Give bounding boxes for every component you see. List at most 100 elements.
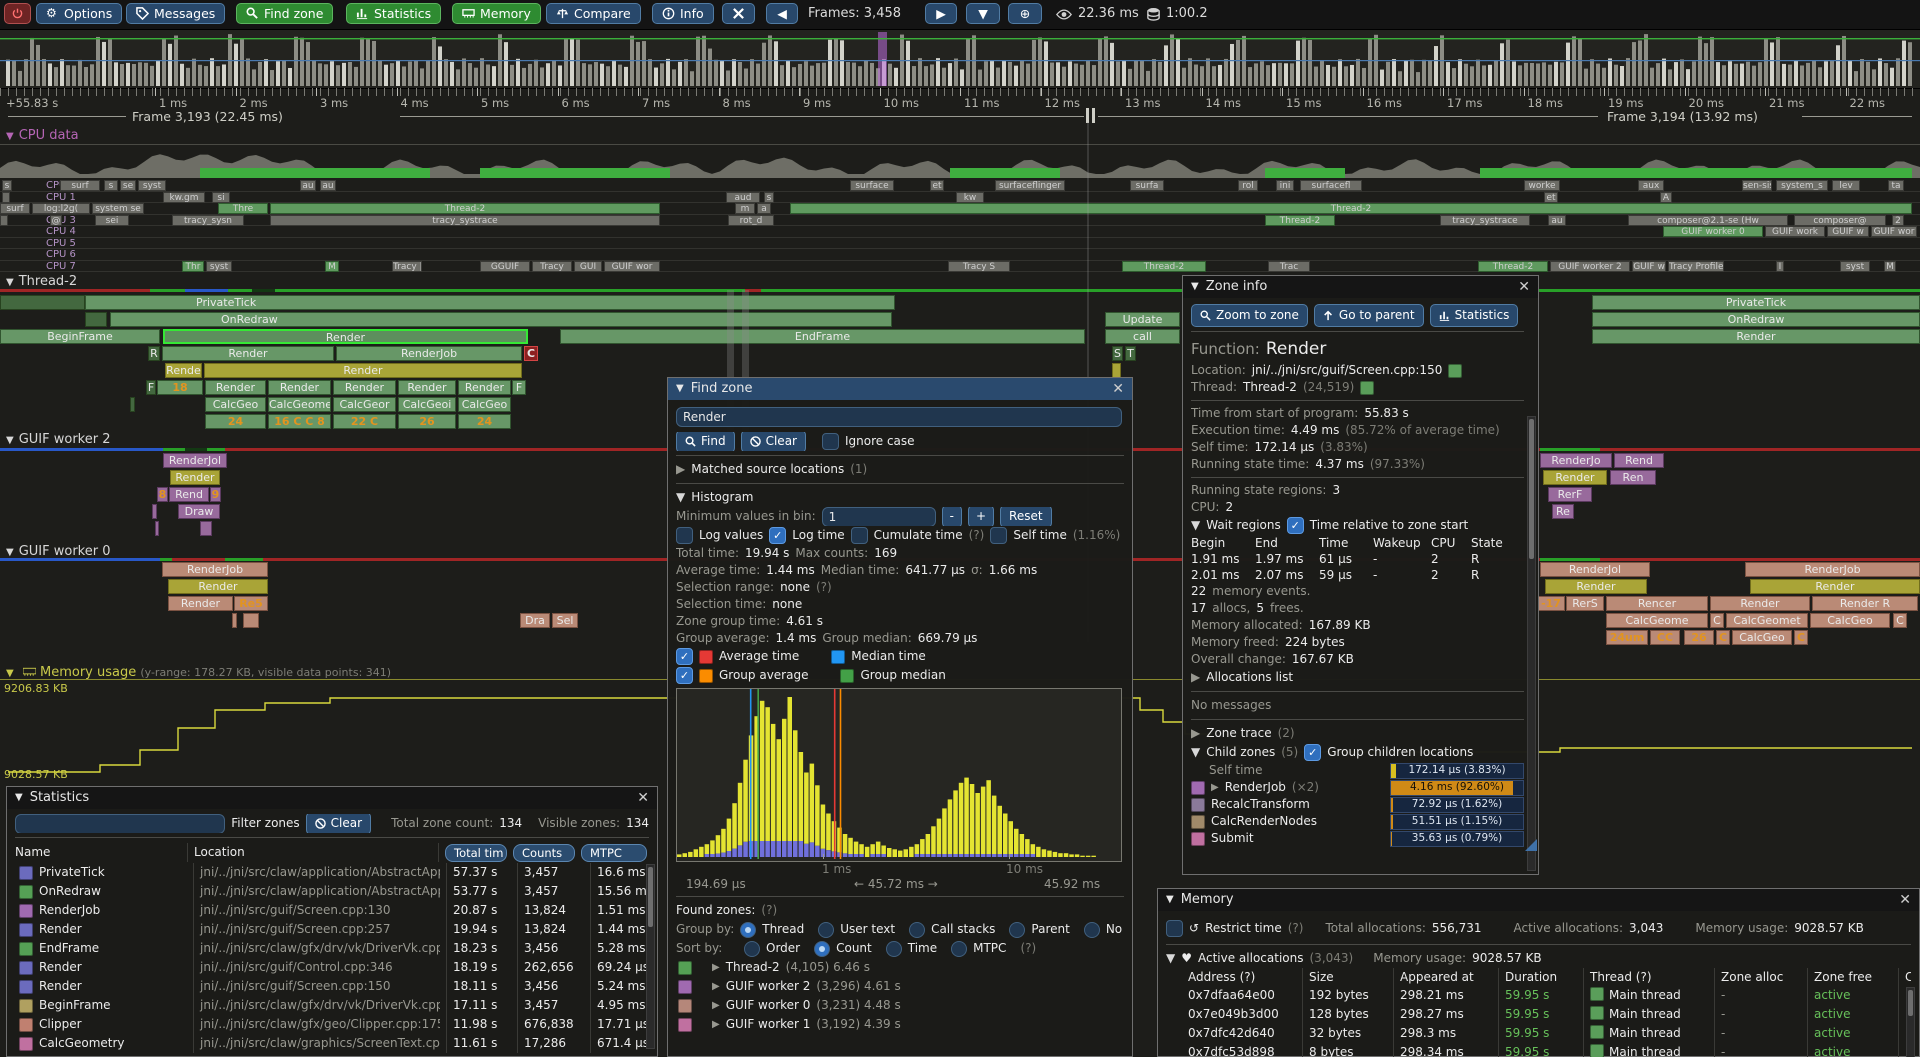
timeline-zone[interactable]: Sel: [552, 613, 578, 628]
wait-region-row[interactable]: 1.91 ms 1.97 ms 61 µs - 2 R: [1191, 551, 1524, 567]
timeline-zone[interactable]: RenderJob: [1745, 562, 1920, 577]
cpu-segment[interactable]: worke: [1524, 180, 1560, 191]
timeline-zone[interactable]: [200, 521, 212, 536]
statistics-panel-titlebar[interactable]: ▼ Statistics ✕: [7, 787, 657, 809]
timeline-zone[interactable]: CalcGeor: [333, 397, 396, 412]
timeline-zone[interactable]: Render: [333, 380, 396, 395]
cpu-segment[interactable]: Tracy S: [948, 260, 1010, 272]
found-group-row[interactable]: ▶ GUIF worker 0 (3,231) 4.48 s: [676, 996, 1124, 1015]
cpu-segment[interactable]: kw.gm: [163, 191, 205, 203]
cpu-segment[interactable]: surfacefl: [1300, 180, 1362, 191]
histogram-section-row[interactable]: ▼ Histogram: [676, 488, 1124, 507]
wait-regions-label[interactable]: Wait regions: [1206, 518, 1281, 532]
zone-info-scrollbar[interactable]: [1527, 416, 1536, 871]
cpu-segment[interactable]: si: [212, 191, 230, 203]
timeline-zone[interactable]: C: [524, 346, 538, 361]
statistics-button[interactable]: Statistics: [346, 3, 442, 24]
alloc-row[interactable]: 0x7dfc42d640 32 bytes 298.3 ms 59.95 s Main …: [1188, 1024, 1911, 1043]
cpu-segment[interactable]: rot_d: [728, 214, 774, 226]
timeline-zone[interactable]: C: [1893, 613, 1907, 628]
timeline-zone[interactable]: S: [1112, 346, 1123, 361]
timeline-zone[interactable]: 18: [157, 380, 203, 395]
timeline-zone[interactable]: Dra: [520, 613, 550, 628]
cpu-segment[interactable]: Trac: [1268, 260, 1310, 272]
cpu-segment[interactable]: sei: [95, 214, 129, 226]
stats-row[interactable]: CalcGeometry jni/../jni/src/claw/graphics…: [15, 1034, 649, 1053]
timeline-zone[interactable]: Rend: [1614, 453, 1664, 468]
timeline-zone[interactable]: -17: [1537, 596, 1565, 611]
find-zone-search-input[interactable]: [676, 407, 1122, 427]
column-header-mtpc[interactable]: MTPC: [581, 843, 647, 862]
radio-call-stacks[interactable]: [909, 921, 926, 938]
cpu-segment[interactable]: rol: [1238, 180, 1258, 191]
timeline-zone[interactable]: [155, 521, 159, 536]
timeline-zone[interactable]: OnRedraw: [1592, 312, 1920, 327]
legend-checkbox[interactable]: ✓: [676, 667, 693, 684]
cpu-segment[interactable]: et: [1544, 191, 1558, 203]
cpu-segment[interactable]: GUIF w: [1632, 260, 1666, 272]
cpu-segment[interactable]: GUIF work: [1765, 226, 1825, 237]
cpu-segment[interactable]: GUIF w: [1827, 226, 1869, 237]
timeline-zone[interactable]: Render: [204, 363, 522, 378]
cpu-segment[interactable]: Tracy Profiler: [1668, 260, 1724, 272]
timeline-zone[interactable]: Render: [1710, 596, 1810, 611]
timeline-zone[interactable]: Render: [398, 380, 456, 395]
reset-button[interactable]: Reset: [1000, 507, 1052, 526]
cpu-segment[interactable]: Thread-2: [1122, 260, 1206, 272]
cpu-segment[interactable]: Thr: [182, 260, 204, 272]
timeline-zone[interactable]: OnRedraw: [110, 312, 892, 327]
go-to-parent-button[interactable]: Go to parent: [1313, 303, 1424, 327]
cpu-segment[interactable]: se: [120, 180, 136, 191]
timeline-zone[interactable]: Rend: [169, 487, 209, 502]
alloc-row[interactable]: 0x7dfc53d898 8 bytes 298.34 ms 59.95 s Main …: [1188, 1043, 1911, 1057]
cpu-segment[interactable]: ta: [1888, 180, 1904, 191]
cpu-segment[interactable]: 2: [1892, 214, 1904, 226]
cpu-segment[interactable]: tracy_sysn: [172, 214, 244, 226]
timeline-zone[interactable]: 9: [210, 487, 221, 502]
timeline-zone[interactable]: CC: [1650, 630, 1680, 645]
zoom-to-zone-button[interactable]: Zoom to zone: [1191, 303, 1308, 327]
timeline-zone[interactable]: CalcGeoi: [398, 397, 456, 412]
timeline-zone[interactable]: Render: [1543, 470, 1607, 485]
cpu-segment[interactable]: Thread-2: [1478, 260, 1548, 272]
timeline-zone[interactable]: Render: [458, 380, 511, 395]
close-icon[interactable]: ✕: [1899, 892, 1911, 908]
histogram-plot[interactable]: [676, 688, 1122, 862]
matched-source-locations-row[interactable]: ▶ Matched source locations (1): [676, 460, 1124, 479]
timeline-zone[interactable]: RenderJol: [1540, 562, 1650, 577]
timeline-zone[interactable]: Render: [168, 579, 268, 594]
prev-frame-button[interactable]: ◀: [766, 3, 798, 24]
timeline-zone[interactable]: Re5: [234, 596, 268, 611]
stats-row[interactable]: EndFrame jni/../jni/src/claw/gfx/drv/vk/D…: [15, 939, 649, 958]
alloc-row[interactable]: 0x7dfaa64e00 192 bytes 298.21 ms 59.95 s Mai…: [1188, 986, 1911, 1005]
find-zone-button[interactable]: Find zone: [236, 3, 334, 24]
timeline-zone[interactable]: 8: [157, 487, 168, 502]
cpu-segment[interactable]: aux: [1638, 180, 1664, 191]
active-allocations-section[interactable]: ▼ ♥ Active allocations (3,043) Memory us…: [1166, 949, 1911, 968]
timeline-zone[interactable]: [243, 613, 259, 628]
info-button[interactable]: Info: [652, 3, 714, 24]
timeline-zone[interactable]: Render: [163, 329, 528, 344]
memory-button[interactable]: Memory: [452, 3, 541, 24]
timeline-zone[interactable]: R: [148, 346, 160, 361]
zone-trace-row[interactable]: ▶ Zone trace (2): [1191, 724, 1524, 743]
child-zone-row[interactable]: CalcRenderNodes 51.51 µs (1.15%): [1191, 813, 1524, 830]
stats-row[interactable]: Render jni/../jni/src/guif/Screen.cpp:257…: [15, 920, 649, 939]
timeline-zone[interactable]: EndFrame: [560, 329, 1085, 344]
cpu-segment[interactable]: kw: [956, 191, 984, 203]
timeline-zone[interactable]: call: [1105, 329, 1180, 344]
cpu-segment[interactable]: au: [1548, 214, 1566, 226]
cpu-segment[interactable]: GUIF wor: [1871, 226, 1917, 237]
cpu-segment[interactable]: lev: [1832, 180, 1860, 191]
timeline-zone[interactable]: Render: [170, 470, 220, 485]
timeline-zone[interactable]: 26: [1684, 630, 1714, 645]
timeline-zone[interactable]: Render R: [1812, 596, 1918, 611]
timeline-zone[interactable]: Rencer: [1606, 596, 1708, 611]
cpu-segment[interactable]: Tracy |: [392, 260, 422, 272]
child-zone-row[interactable]: Self time 172.14 µs (3.83%): [1191, 762, 1524, 779]
stats-row[interactable]: Clipper jni/../jni/src/claw/gfx/geo/Clipp…: [15, 1015, 649, 1034]
section-header-cpu-data[interactable]: ▼ CPU data: [6, 128, 79, 143]
section-header-guif-worker-0[interactable]: ▼ GUIF worker 0: [6, 544, 110, 559]
tools-button[interactable]: [722, 3, 755, 24]
close-icon[interactable]: ✕: [1112, 381, 1124, 397]
